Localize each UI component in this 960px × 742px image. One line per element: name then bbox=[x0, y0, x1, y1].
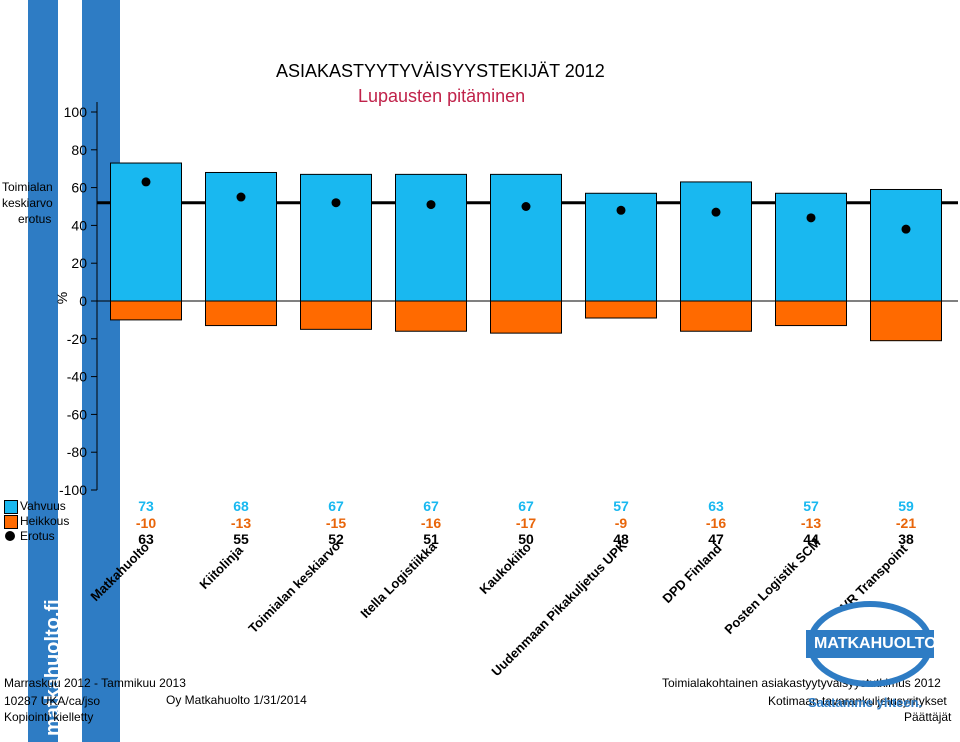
dot-difference-7 bbox=[806, 213, 816, 223]
y-tick-label-1: 80 bbox=[71, 142, 87, 158]
value-difference-0: 63 bbox=[138, 531, 154, 547]
legend-strength-swatch bbox=[4, 500, 18, 514]
footer-code: 10287 UKA/ca/jso bbox=[4, 694, 101, 708]
bar-weakness-0 bbox=[110, 300, 182, 321]
footer-audience: Päättäjät bbox=[904, 710, 952, 724]
value-strength-0: 73 bbox=[138, 498, 154, 514]
value-weakness-1: -13 bbox=[230, 515, 252, 531]
left-stripe-inner bbox=[82, 0, 120, 742]
y-tick-label-3: 40 bbox=[71, 217, 87, 233]
bar-strength-4 bbox=[490, 173, 562, 302]
side-note-line3: erotus bbox=[18, 212, 52, 226]
logo-mark bbox=[806, 601, 934, 687]
dot-difference-2 bbox=[331, 198, 341, 208]
bar-weakness-1 bbox=[205, 300, 277, 327]
bar-strength-6 bbox=[680, 181, 752, 302]
value-weakness-0: -10 bbox=[135, 515, 157, 531]
logo-slogan: Saatamme yhteen. bbox=[808, 695, 923, 710]
dot-difference-8 bbox=[901, 224, 911, 234]
value-difference-5: 48 bbox=[613, 531, 629, 547]
bar-weakness-8 bbox=[870, 300, 942, 342]
y-tick-label-7: -40 bbox=[67, 369, 87, 385]
company-logo: MATKAHUOLTO Saatamme yhteen. bbox=[806, 600, 937, 710]
y-tick-label-9: -80 bbox=[67, 444, 87, 460]
value-strength-6: 63 bbox=[708, 498, 724, 514]
dot-difference-4 bbox=[521, 202, 531, 211]
bar-weakness-2 bbox=[300, 300, 372, 330]
value-difference-3: 51 bbox=[423, 531, 439, 547]
value-weakness-6: -16 bbox=[705, 515, 727, 531]
footer-center: Oy Matkahuolto 1/31/2014 bbox=[166, 693, 307, 707]
chart-title: ASIAKASTYYTYVÄISYYSTEKIJÄT 2012 bbox=[276, 61, 605, 81]
value-strength-7: 57 bbox=[803, 498, 819, 514]
value-difference-2: 52 bbox=[328, 531, 344, 547]
y-tick-label-5: 0 bbox=[79, 293, 87, 309]
bar-strength-7 bbox=[775, 192, 847, 302]
bar-weakness-6 bbox=[680, 300, 752, 332]
dot-difference-1 bbox=[236, 192, 246, 202]
legend-weakness-label: Heikkous bbox=[20, 514, 70, 528]
bar-weakness-4 bbox=[490, 300, 562, 334]
legend-difference-dot bbox=[5, 531, 15, 541]
dot-difference-5 bbox=[616, 205, 626, 215]
legend-difference-label: Erotus bbox=[20, 529, 55, 543]
side-note-line1: Toimialan bbox=[2, 180, 53, 194]
bar-strength-2 bbox=[300, 173, 372, 302]
value-weakness-7: -13 bbox=[800, 515, 822, 531]
legend-weakness-swatch bbox=[4, 515, 18, 529]
value-weakness-4: -17 bbox=[515, 515, 537, 531]
bar-weakness-7 bbox=[775, 300, 847, 327]
footer-copyright: Kopiointi kielletty bbox=[4, 710, 94, 724]
chart-subtitle: Lupausten pitäminen bbox=[358, 86, 526, 106]
value-weakness-5: -9 bbox=[614, 515, 628, 531]
value-weakness-8: -21 bbox=[895, 515, 917, 531]
y-tick-label-8: -60 bbox=[67, 406, 87, 422]
value-difference-4: 50 bbox=[518, 531, 534, 547]
bar-strength-1 bbox=[205, 171, 277, 302]
value-strength-3: 67 bbox=[423, 498, 439, 514]
value-strength-8: 59 bbox=[898, 498, 914, 514]
value-strength-2: 67 bbox=[328, 498, 344, 514]
footer-segment: Kotimaan tavarankuljetusyritykset bbox=[768, 694, 947, 708]
bar-weakness-3 bbox=[395, 300, 467, 332]
bar-strength-8 bbox=[870, 188, 942, 302]
value-difference-6: 47 bbox=[708, 531, 724, 547]
y-tick-label-2: 60 bbox=[71, 180, 87, 196]
y-tick-label-10: -100 bbox=[59, 482, 87, 498]
y-tick-label-6: -20 bbox=[67, 331, 87, 347]
value-difference-8: 38 bbox=[898, 531, 914, 547]
dot-difference-6 bbox=[711, 207, 721, 217]
value-weakness-2: -15 bbox=[325, 515, 347, 531]
dot-difference-0 bbox=[141, 177, 151, 187]
y-tick-label-4: 20 bbox=[71, 255, 87, 271]
value-difference-7: 44 bbox=[803, 531, 819, 547]
value-strength-1: 68 bbox=[233, 498, 249, 514]
footer-period: Marraskuu 2012 - Tammikuu 2013 bbox=[4, 676, 186, 690]
bar-weakness-5 bbox=[585, 300, 657, 319]
value-strength-4: 67 bbox=[518, 498, 534, 514]
value-strength-5: 57 bbox=[613, 498, 629, 514]
logo-name: MATKAHUOLTO bbox=[814, 635, 937, 652]
value-difference-1: 55 bbox=[233, 531, 249, 547]
side-note-line2: keskiarvo bbox=[2, 196, 53, 210]
left-stripe-outer bbox=[28, 0, 58, 742]
y-tick-label-0: 100 bbox=[64, 104, 88, 120]
bar-strength-3 bbox=[395, 173, 467, 302]
value-weakness-3: -16 bbox=[420, 515, 442, 531]
legend-strength-label: Vahvuus bbox=[20, 499, 66, 513]
dot-difference-3 bbox=[426, 200, 436, 210]
